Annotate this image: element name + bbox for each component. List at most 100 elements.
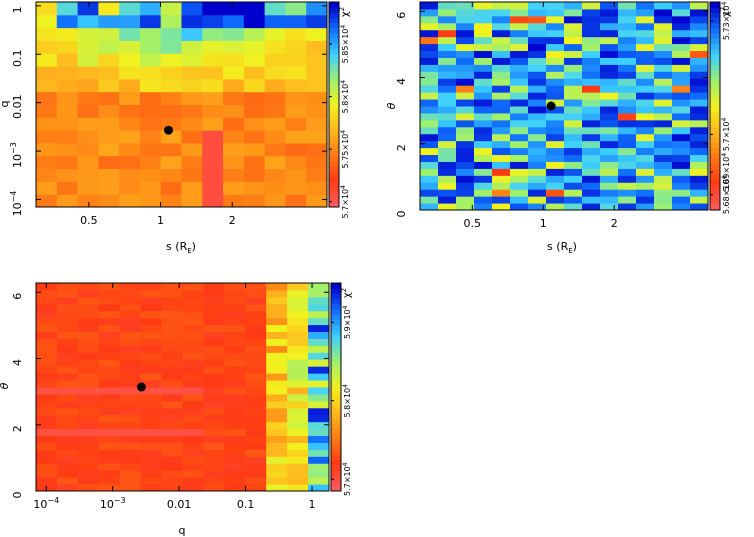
heatmap-cell	[77, 463, 100, 471]
heatmap-cell	[456, 8, 475, 17]
colorbar-step	[710, 59, 720, 65]
heatmap-cell	[582, 29, 601, 38]
heatmap-cell	[203, 366, 225, 374]
heatmap-cell	[564, 15, 583, 24]
heatmap-cell	[420, 29, 439, 38]
heatmap-cell	[98, 142, 120, 157]
heatmap-cell	[56, 449, 79, 457]
plot-frame	[35, 1, 328, 208]
heatmap-cell	[98, 317, 121, 326]
heatmap-cell	[119, 289, 142, 298]
heatmap-cell	[456, 71, 475, 79]
heatmap-cell	[119, 91, 141, 105]
colorbar-tick-label: 5.8×104	[340, 80, 350, 114]
heatmap-cell	[492, 29, 511, 38]
heatmap-cell	[264, 2, 286, 16]
heatmap-cell	[308, 366, 330, 374]
heatmap-cell	[140, 442, 163, 450]
heatmap-cell	[224, 400, 246, 409]
heatmap-cell	[245, 387, 267, 395]
heatmap-cell	[245, 283, 267, 291]
heatmap-cell	[181, 130, 203, 144]
heatmap-cell	[636, 29, 655, 38]
heatmap-cell	[36, 387, 58, 395]
heatmap-cell	[139, 91, 162, 105]
colorbar-tick-label: 5.7×104	[340, 185, 350, 219]
heatmap-cell	[203, 470, 225, 478]
heatmap-cell	[672, 140, 691, 149]
heatmap-cell	[285, 155, 307, 170]
heatmap-cell	[456, 147, 475, 156]
heatmap-cell	[77, 435, 100, 443]
heatmap-cell	[287, 442, 309, 450]
heatmap-cell	[98, 435, 121, 443]
heatmap-cell	[690, 112, 709, 121]
heatmap-cell	[654, 8, 673, 17]
heatmap-cell	[600, 85, 619, 93]
heatmap-cell	[224, 387, 246, 395]
heatmap-cell	[266, 283, 288, 291]
heatmap-cell	[420, 43, 439, 52]
heatmap-cell	[528, 175, 547, 183]
heatmap-cell	[546, 85, 565, 93]
colorbar-step	[329, 22, 339, 29]
heatmap-cell	[308, 407, 330, 416]
heatmap-cell	[690, 99, 709, 107]
heatmap-cell	[139, 53, 162, 67]
heatmap-cell	[56, 414, 79, 423]
heatmap-cell	[636, 189, 655, 197]
heatmap-cell	[243, 78, 266, 93]
heatmap-cell	[492, 57, 511, 65]
heatmap-cell	[181, 142, 203, 157]
axis-ticks: 0.5 1 2 0 2 4 6	[395, 2, 708, 230]
heatmap-cell	[56, 194, 79, 208]
heatmap-cell	[672, 22, 691, 31]
heatmap-cell	[308, 400, 330, 409]
heatmap-cell	[181, 78, 203, 93]
heatmap-cell	[224, 303, 246, 312]
heatmap-cell	[56, 168, 79, 182]
heatmap-cell	[600, 154, 619, 162]
heatmap-cell	[510, 15, 529, 24]
heatmap-cell	[203, 345, 225, 353]
heatmap-cell	[308, 310, 330, 319]
heatmap-cell	[654, 203, 673, 211]
heatmap-cell	[654, 64, 673, 72]
heatmap-cell	[420, 8, 439, 17]
heatmap-cell	[56, 345, 79, 353]
heatmap-cell	[245, 400, 267, 409]
heatmap-cell	[564, 2, 583, 10]
heatmap-cell	[654, 43, 673, 52]
heatmap-cell	[266, 414, 288, 423]
colorbar-step	[331, 361, 341, 367]
heatmap-cell	[77, 27, 99, 41]
heatmap-cell	[160, 53, 182, 67]
heatmap-cell	[98, 373, 121, 381]
colorbar-step	[331, 402, 341, 409]
heatmap-cell	[564, 189, 583, 197]
heatmap-cell	[56, 477, 79, 485]
colorbar-step	[331, 366, 341, 372]
heatmap-cell	[224, 310, 246, 319]
heatmap-cell	[654, 57, 673, 65]
heatmap-cell	[438, 126, 457, 135]
heatmap-cell	[690, 29, 709, 38]
heatmap-cell	[140, 387, 163, 395]
heatmap-cell	[510, 71, 529, 79]
heatmap-cell	[56, 283, 79, 291]
heatmap-cell	[202, 2, 224, 16]
colorbar-step	[331, 454, 341, 461]
heatmap-cell	[224, 324, 246, 333]
heatmap-cell	[438, 36, 457, 45]
colorbar-tick-label: 5.73×104	[721, 1, 731, 40]
colorbar-step	[329, 17, 339, 23]
heatmap-cell	[492, 112, 511, 121]
heatmap-cell	[161, 303, 183, 312]
heatmap-cell	[140, 310, 163, 319]
heatmap-cell	[139, 66, 162, 80]
colorbar-step	[331, 283, 341, 289]
heatmap-cell	[98, 428, 121, 437]
heatmap-cell	[36, 194, 58, 208]
heatmap-cell	[139, 155, 162, 170]
heatmap-cell	[600, 57, 619, 65]
